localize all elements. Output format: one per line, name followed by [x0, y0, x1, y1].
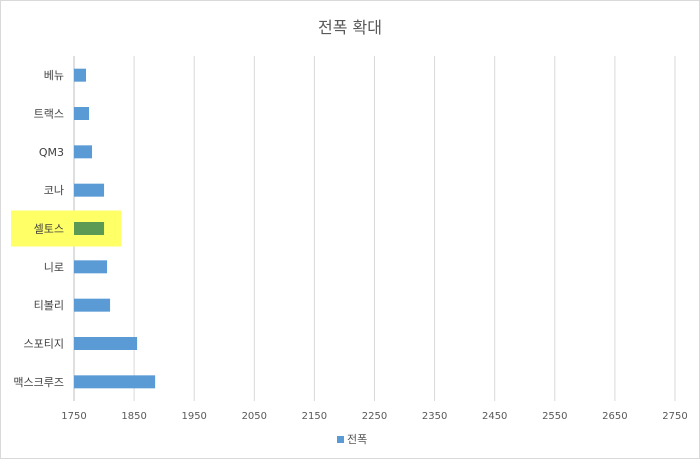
legend-label: 전폭	[347, 433, 367, 446]
bar-1	[74, 107, 90, 120]
category-label: 니로	[44, 261, 64, 274]
x-tick-label: 2050	[242, 411, 267, 422]
x-tick-label: 1750	[61, 411, 86, 422]
bar-4	[74, 222, 105, 235]
highlight-layer	[11, 210, 121, 247]
x-tick-label: 2350	[422, 411, 447, 422]
bar-8	[74, 375, 156, 389]
category-label: 베뉴	[44, 69, 64, 82]
category-label: QM3	[39, 146, 64, 159]
bar-5	[74, 260, 108, 274]
x-tick-labels: 1750 1850 1950 2050 2150 2250 2350 2450 2550 2650…	[61, 411, 687, 422]
category-label: 셀토스	[34, 223, 64, 236]
bar-3	[74, 183, 105, 197]
category-label: 맥스크루즈	[13, 376, 64, 389]
x-tick-label: 2450	[482, 411, 507, 422]
x-tick-label: 1950	[181, 411, 206, 422]
x-tick-label: 2650	[602, 411, 627, 422]
category-label: 트랙스	[34, 108, 64, 121]
x-tick-label: 2250	[362, 411, 387, 422]
bar-2	[74, 145, 93, 159]
bar-7	[74, 337, 138, 350]
category-label: 티볼리	[34, 299, 64, 312]
x-tick-label: 2150	[302, 411, 327, 422]
legend: 전폭	[337, 433, 367, 446]
category-label: 스포티지	[24, 338, 64, 351]
bar-0	[74, 68, 87, 82]
bar-6	[74, 298, 111, 312]
legend-swatch	[337, 436, 344, 443]
category-label: 코나	[44, 184, 64, 197]
bars	[74, 68, 156, 389]
x-tick-label: 2550	[542, 411, 567, 422]
gridlines	[73, 56, 676, 401]
highlight-box	[11, 210, 121, 247]
x-tick-label: 2750	[662, 411, 687, 422]
chart-title: 전폭 확대	[318, 18, 382, 37]
x-tick-label: 1850	[121, 411, 146, 422]
